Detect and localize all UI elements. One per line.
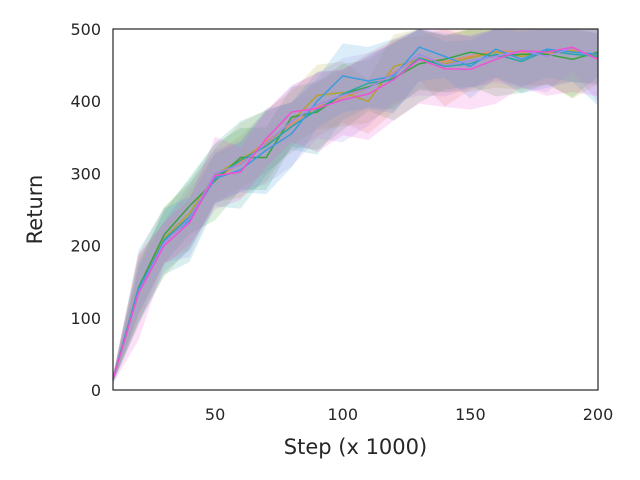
x-axis-label: Step (x 1000): [284, 435, 427, 459]
series-3-line: [112, 51, 599, 380]
series-6-band: [113, 29, 598, 383]
plot-frame: [112, 28, 599, 391]
y-tick-label: 400: [70, 92, 101, 111]
y-axis-label: Return: [23, 175, 47, 245]
series-3-band: [113, 29, 598, 383]
y-tick-label: 100: [70, 309, 101, 328]
series-4-band: [113, 29, 598, 384]
y-tick-label: 300: [70, 164, 101, 183]
series-7-line: [112, 46, 599, 380]
y-tick-label: 0: [91, 381, 101, 400]
y-axis-ticks: 0 100 200 300 400 500: [70, 20, 101, 400]
series-2-band: [113, 29, 598, 383]
x-tick-label: 50: [205, 405, 225, 424]
series-5-band: [113, 29, 598, 383]
y-tick-label: 500: [70, 20, 101, 39]
confidence-bands: [113, 29, 598, 384]
x-tick-label: 200: [583, 405, 614, 424]
x-axis-ticks: 50 100 150 200: [205, 405, 613, 424]
series-7-band: [113, 29, 598, 384]
series-1-band: [113, 29, 598, 383]
x-tick-label: 100: [327, 405, 358, 424]
x-tick-label: 150: [455, 405, 486, 424]
series-lines: [112, 46, 599, 380]
y-tick-label: 200: [70, 237, 101, 256]
